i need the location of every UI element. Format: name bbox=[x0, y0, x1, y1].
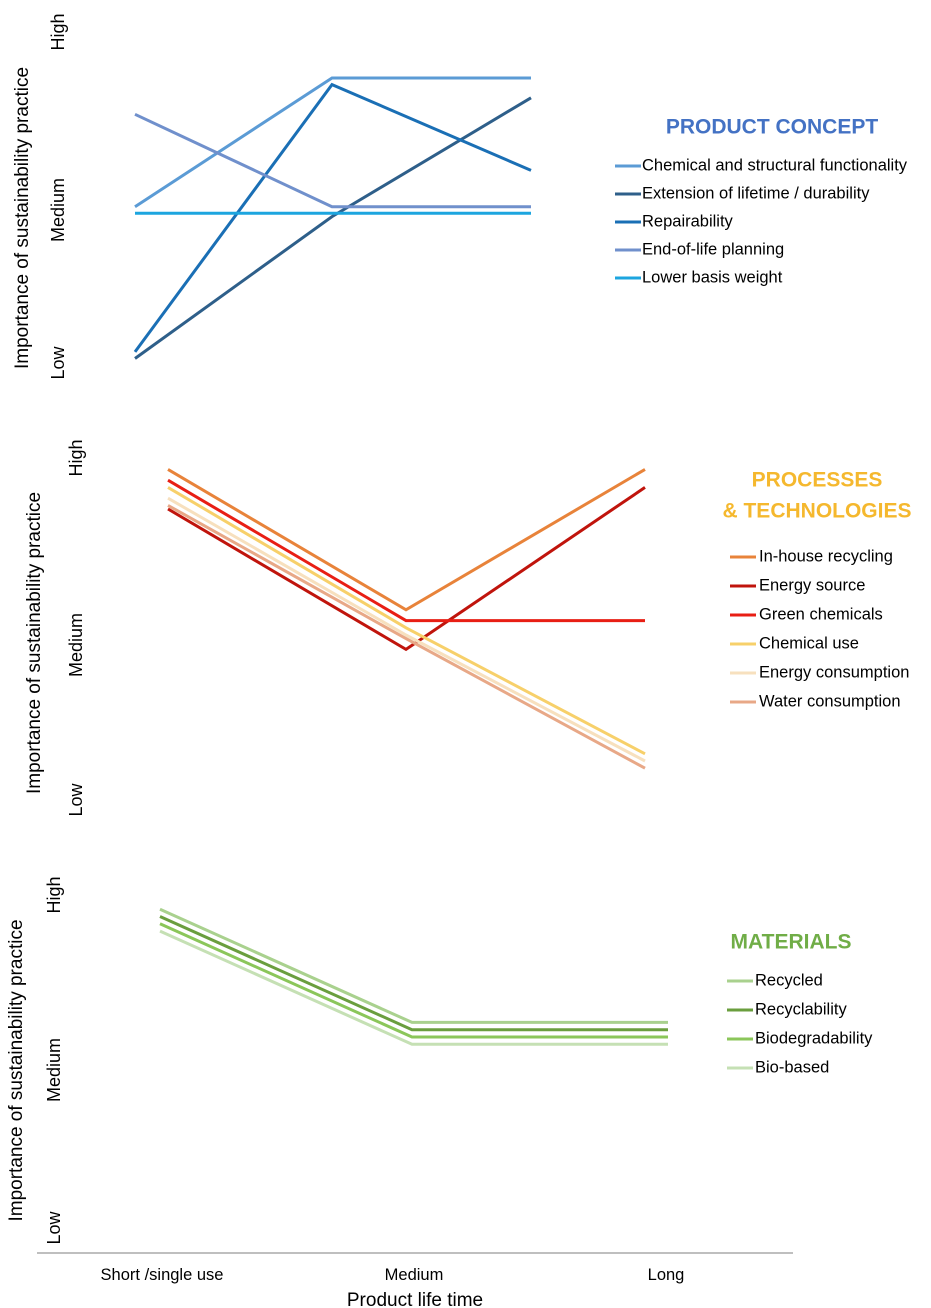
legend-entry: Lower basis weight bbox=[642, 268, 783, 286]
y-tick-label-medium: Medium bbox=[48, 178, 68, 242]
y-axis-title: Importance of sustainability practice bbox=[6, 919, 27, 1221]
series-line-chemical-use bbox=[167, 486, 646, 756]
panel-2: Importance of sustainability practice Low… bbox=[6, 876, 873, 1244]
legend-entry: Chemical and structural functionality bbox=[642, 156, 908, 174]
x-tick-label: Medium bbox=[385, 1266, 444, 1284]
series-line-green-chemicals bbox=[167, 478, 645, 623]
series-line-chemical-and-structural-functionality bbox=[134, 76, 531, 208]
series-line-in-house-recycling bbox=[167, 468, 646, 612]
y-axis-title: Importance of sustainability practice bbox=[12, 67, 33, 369]
panel-title: MATERIALS bbox=[731, 931, 852, 954]
x-tick-label: Long bbox=[648, 1266, 685, 1284]
panel-0: Importance of sustainability practice Low… bbox=[12, 13, 908, 379]
legend-entry: Chemical use bbox=[759, 634, 859, 652]
y-tick-label-high: High bbox=[44, 876, 64, 913]
series-line-recyclability bbox=[159, 915, 668, 1032]
series-line-bio-based bbox=[159, 929, 668, 1046]
y-tick-label-low: Low bbox=[48, 345, 68, 379]
y-tick-label-medium: Medium bbox=[44, 1038, 64, 1102]
legend-entry: Green chemicals bbox=[759, 605, 883, 623]
series-line-energy-consumption bbox=[167, 496, 646, 763]
panel-1: Importance of sustainability practice Low… bbox=[24, 439, 912, 816]
series-line-water-consumption bbox=[167, 504, 646, 770]
series-line-energy-source bbox=[167, 486, 646, 652]
legend-entry: Recyclability bbox=[755, 1000, 847, 1018]
legend-entry: Water consumption bbox=[759, 692, 901, 710]
x-tick-label: Short /single use bbox=[101, 1266, 224, 1284]
legend-entry: Repairability bbox=[642, 212, 734, 230]
legend-entry: Bio-based bbox=[755, 1058, 829, 1076]
panel-title: PROCESSES bbox=[752, 469, 883, 492]
y-tick-label-low: Low bbox=[66, 782, 86, 816]
legend-entry: In-house recycling bbox=[759, 547, 893, 565]
panel-title: PRODUCT CONCEPT bbox=[666, 116, 879, 139]
y-tick-label-low: Low bbox=[44, 1210, 64, 1244]
y-tick-label-medium: Medium bbox=[66, 613, 86, 677]
series-line-biodegradability bbox=[159, 922, 668, 1039]
y-tick-label-high: High bbox=[48, 13, 68, 50]
y-tick-label-high: High bbox=[66, 439, 86, 476]
series-line-recycled bbox=[159, 907, 668, 1024]
series-line-end-of-life-planning bbox=[134, 112, 531, 209]
legend-entry: Recycled bbox=[755, 971, 823, 989]
y-axis-title: Importance of sustainability practice bbox=[24, 492, 45, 794]
series-line-repairability bbox=[133, 82, 532, 353]
legend-entry: Biodegradability bbox=[755, 1029, 873, 1047]
series-line-extension-of-lifetime-durability bbox=[134, 96, 532, 360]
legend-entry: Extension of lifetime / durability bbox=[642, 184, 870, 202]
legend-entry: End-of-life planning bbox=[642, 240, 784, 258]
legend-entry: Energy consumption bbox=[759, 663, 909, 681]
panel-title: & TECHNOLOGIES bbox=[722, 500, 911, 523]
x-axis-title: Product life time bbox=[347, 1290, 483, 1308]
legend-entry: Energy source bbox=[759, 576, 865, 594]
